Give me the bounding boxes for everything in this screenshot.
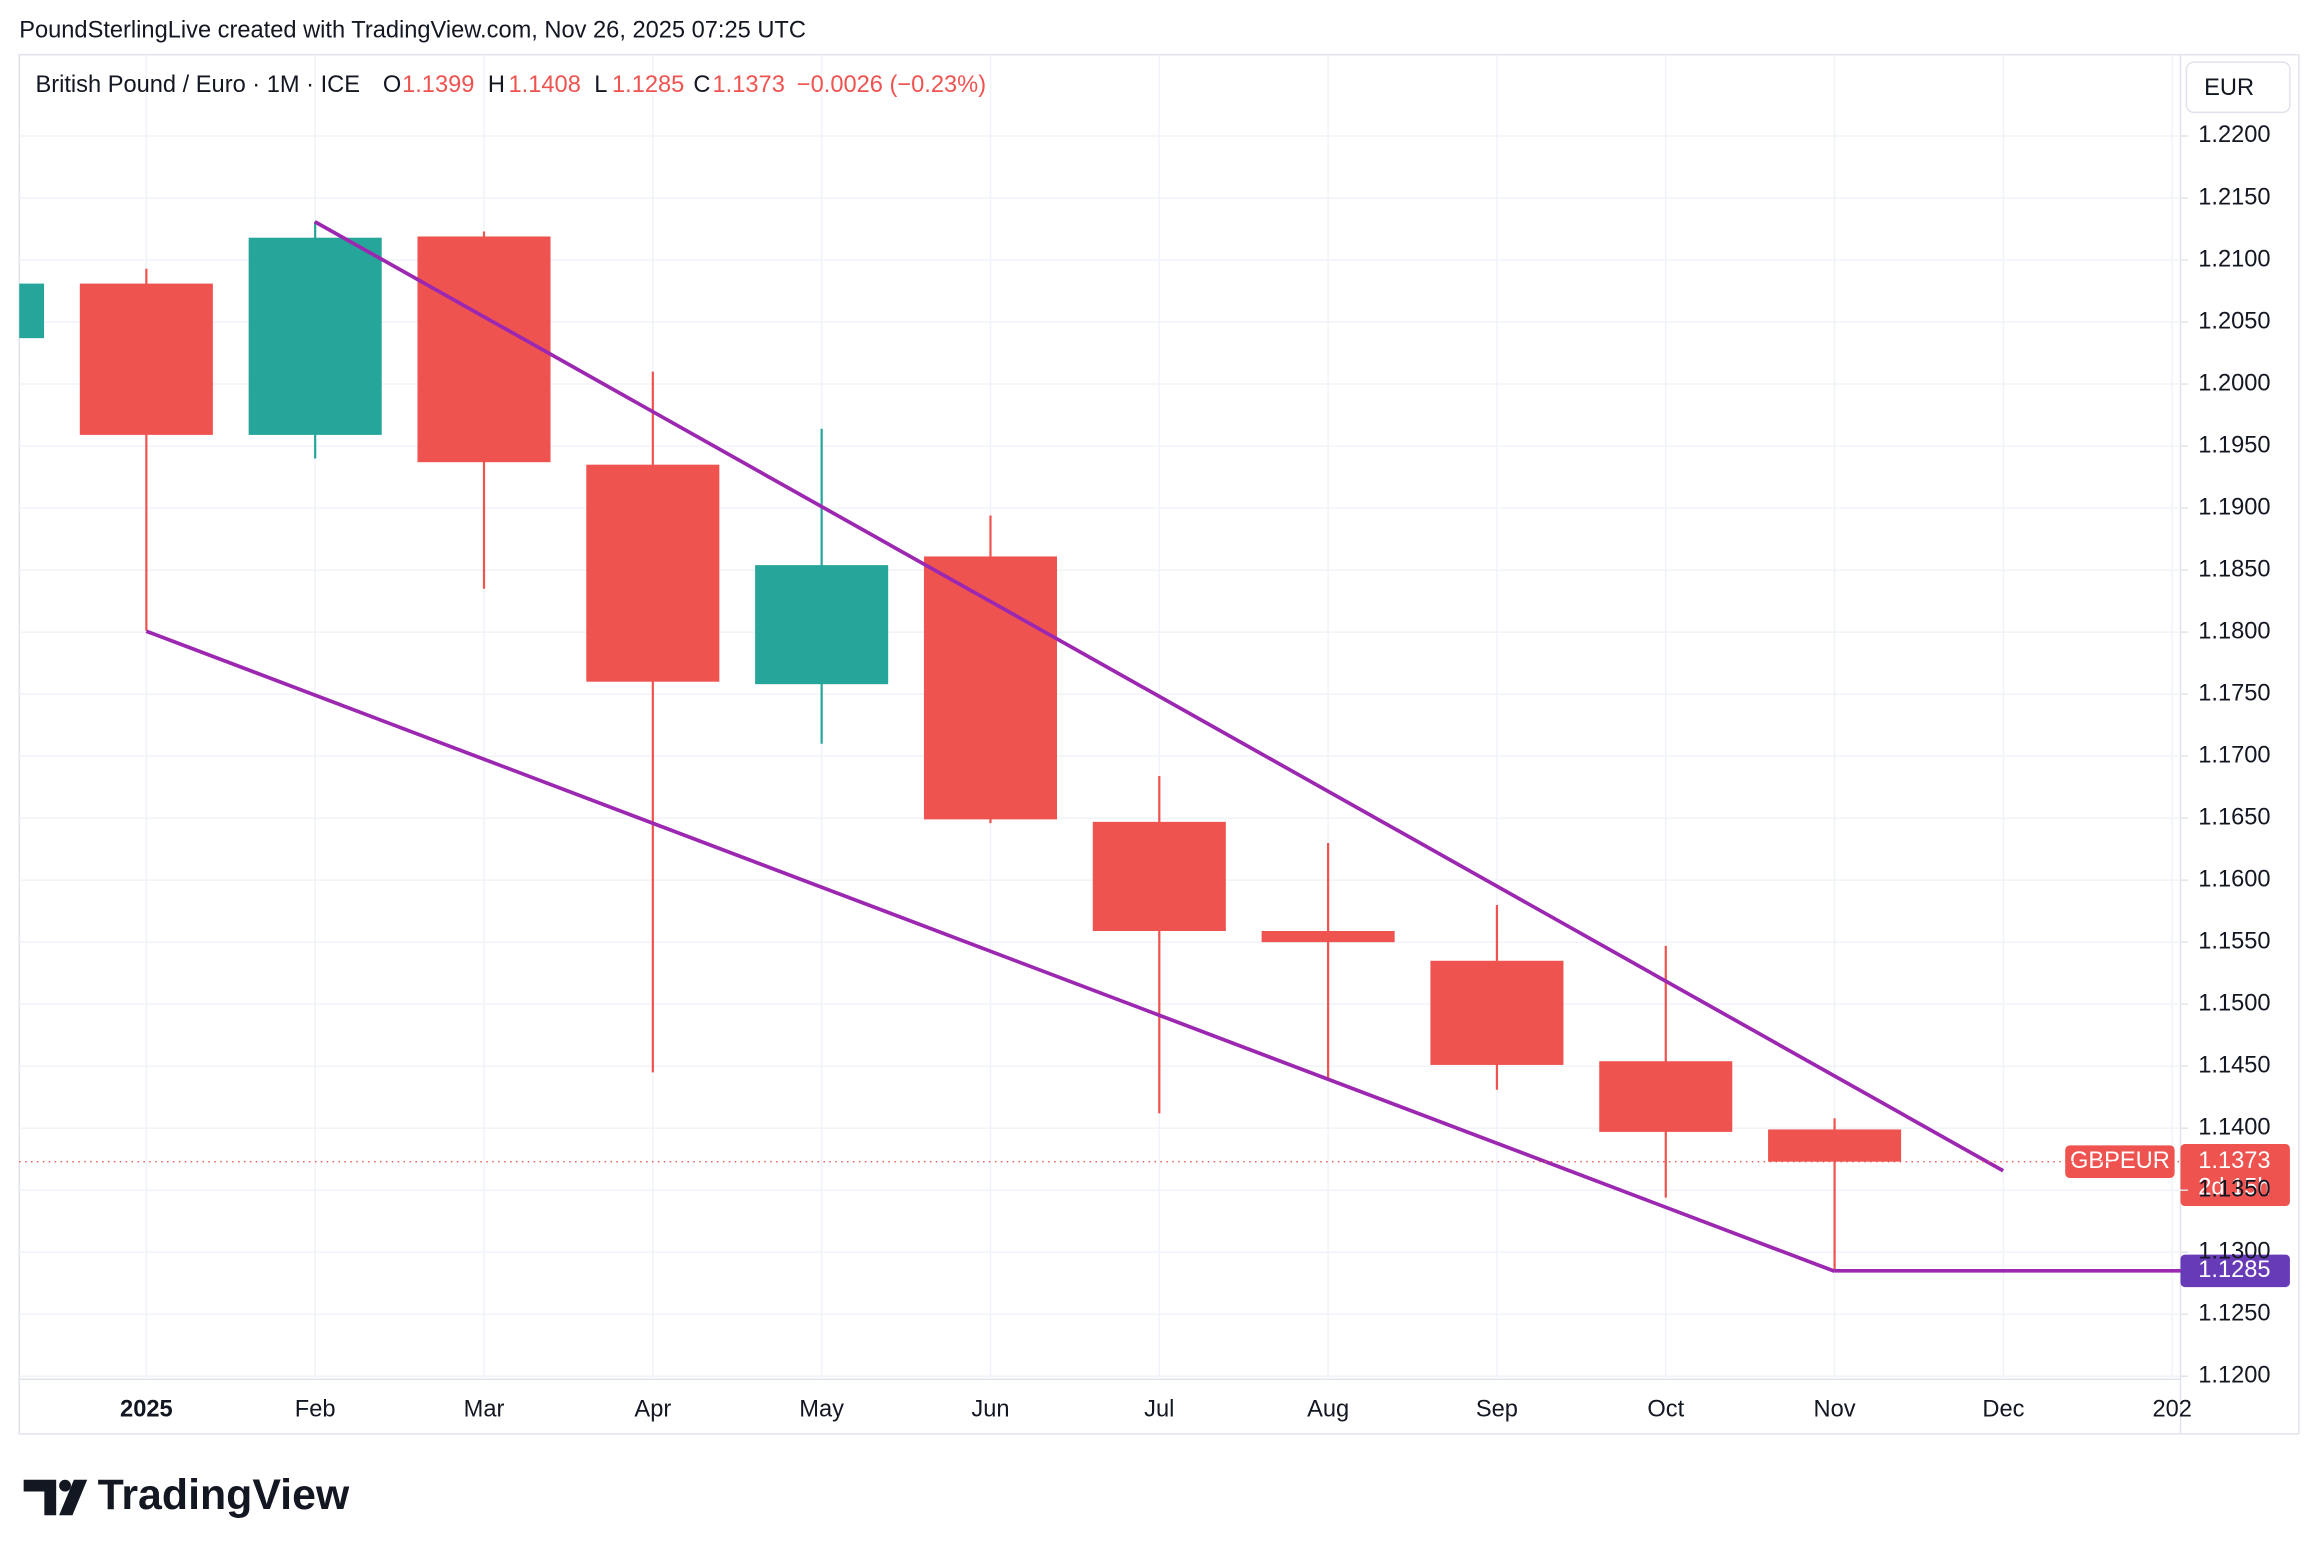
y-tick-label: 1.1750 <box>2198 680 2270 706</box>
ohlc-letter: H <box>488 72 505 98</box>
y-tick-label: 1.1950 <box>2198 432 2270 458</box>
brand: TradingView <box>98 1471 350 1519</box>
y-tick-label: 1.1900 <box>2198 494 2270 520</box>
y-tick-label: 1.1500 <box>2198 990 2270 1016</box>
y-tick-label: 1.1600 <box>2198 866 2270 892</box>
y-tick-label: 1.1650 <box>2198 804 2270 830</box>
y-tick-label: 1.1450 <box>2198 1052 2270 1078</box>
change-label: −0.0026 (−0.23%) <box>797 72 986 98</box>
y-tick-label: 1.1300 <box>2198 1238 2270 1264</box>
candle-body <box>755 565 889 685</box>
candles <box>19 221 1902 1271</box>
x-tick-label: May <box>799 1396 844 1422</box>
y-tick-label: 1.1550 <box>2198 928 2270 954</box>
currency-box <box>2185 61 2291 114</box>
candle-body <box>79 283 213 435</box>
x-tick-label: 202 <box>2153 1396 2192 1422</box>
y-tick-label: 1.1800 <box>2198 618 2270 644</box>
upper-trendline <box>313 220 2005 1173</box>
candle-body <box>1261 930 1395 943</box>
ohlc-letter: O <box>383 72 401 98</box>
low-box <box>2180 1254 2290 1288</box>
candle-body <box>923 556 1057 820</box>
y-tick-label: 1.1350 <box>2198 1176 2270 1202</box>
y-tick-label: 1.1200 <box>2198 1362 2270 1388</box>
ohlc-letter: C <box>693 72 710 98</box>
y-tick-label: 1.1850 <box>2198 556 2270 582</box>
last-price-label: 1.1373 <box>2198 1148 2270 1174</box>
candle-body <box>1430 960 1564 1065</box>
logo-dot <box>59 1479 71 1492</box>
x-tick-label: Nov <box>1814 1396 1856 1422</box>
y-tick-label: 1.2150 <box>2198 184 2270 210</box>
countdown-label: 2d 15h <box>2198 1175 2270 1201</box>
header: PoundSterlingLive created with TradingVi… <box>19 17 806 43</box>
candle-body <box>586 464 720 682</box>
y-tick-label: 1.1400 <box>2198 1114 2270 1140</box>
logo: TradingView <box>23 1471 350 1519</box>
x-tick-label: Mar <box>464 1396 505 1422</box>
y-tick-label: 1.1250 <box>2198 1300 2270 1326</box>
candle-body <box>19 283 45 339</box>
candle-body <box>1092 821 1226 931</box>
x-tick-label: Jun <box>971 1396 1009 1422</box>
symbol-box <box>2065 1145 2175 1178</box>
x-tick-label: Oct <box>1647 1396 1684 1422</box>
lower-trendline <box>145 629 1836 1274</box>
x-tick-label: Feb <box>295 1396 336 1422</box>
low-price-label: 1.1285 <box>2198 1257 2270 1283</box>
x-tick-label: Dec <box>1982 1396 2024 1422</box>
y-tick-label: 1.2200 <box>2198 122 2270 148</box>
x-tick-label: Jul <box>1144 1396 1174 1422</box>
x-tick-label: 2025 <box>120 1396 173 1422</box>
candle-body <box>1599 1061 1733 1132</box>
symbol-label: GBPEUR <box>2070 1148 2170 1174</box>
x-tick-label: Sep <box>1476 1396 1518 1422</box>
chart-title: British Pound / Euro · 1M · ICE <box>35 72 360 98</box>
ohlc-value: 1.1285 <box>612 72 684 98</box>
candle-body <box>417 236 551 463</box>
currency: EUR <box>2204 75 2254 101</box>
y-tick-label: 1.2050 <box>2198 308 2270 334</box>
y-tick-label: 1.2100 <box>2198 246 2270 272</box>
ohlc-letter: L <box>594 72 607 98</box>
candle-body <box>1768 1129 1902 1162</box>
y-tick-label: 1.2000 <box>2198 370 2270 396</box>
price-box <box>2180 1143 2290 1207</box>
logo-mark <box>23 1479 88 1516</box>
candle-body <box>248 237 382 435</box>
x-tick-label: Apr <box>634 1396 671 1422</box>
trendlines <box>145 220 2005 1274</box>
y-tick-label: 1.1700 <box>2198 742 2270 768</box>
ohlc-value: 1.1408 <box>509 72 581 98</box>
x-tick-label: Aug <box>1307 1396 1349 1422</box>
ohlc-value: 1.1373 <box>713 72 785 98</box>
ohlc-value: 1.1399 <box>402 72 474 98</box>
